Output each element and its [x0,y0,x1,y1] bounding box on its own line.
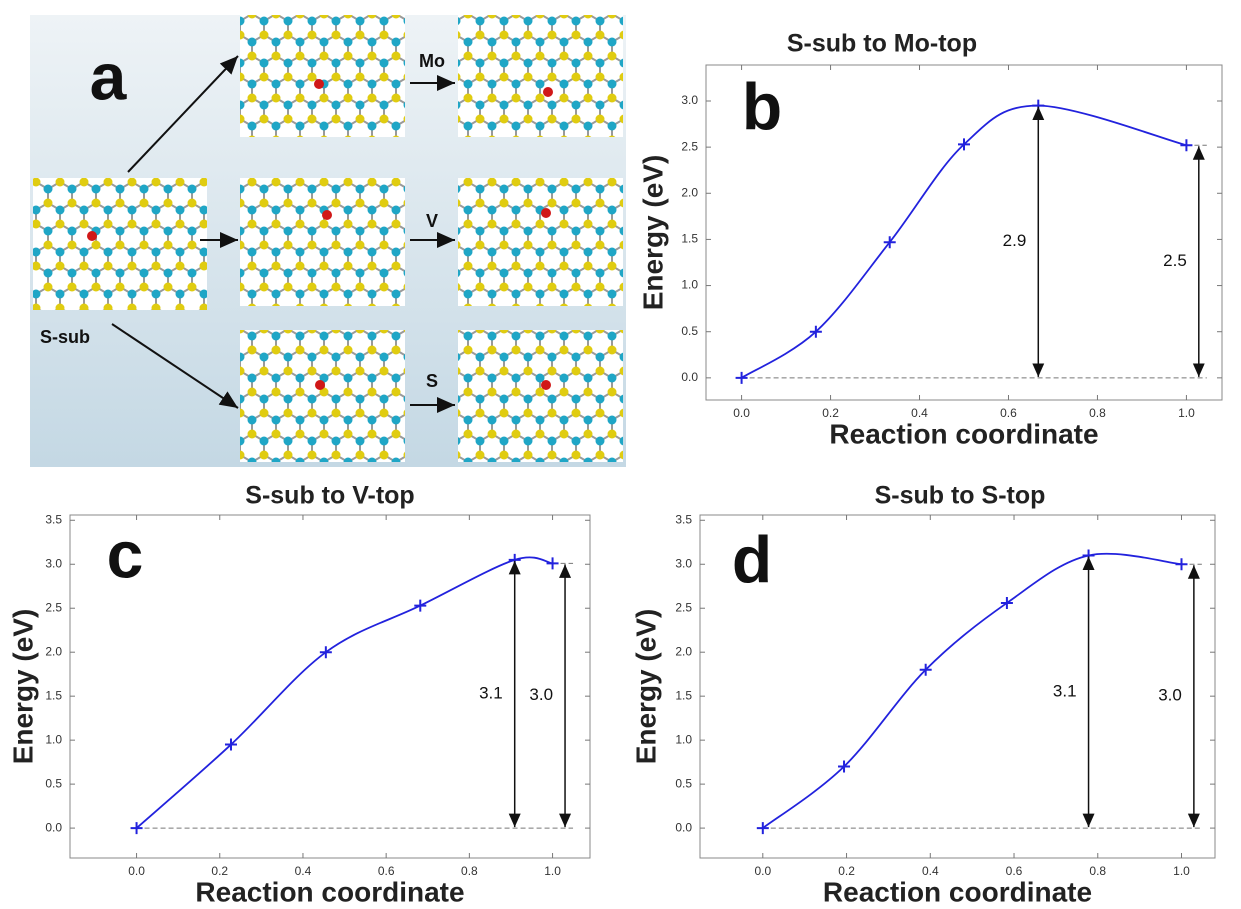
point-marker [546,557,559,570]
point-marker [224,738,237,751]
structure [240,178,405,306]
x-tick-label: 0.4 [922,864,939,878]
plot-frame [69,514,591,859]
chart-title: S-sub to V-top [245,482,414,510]
x-tick-label: 0.4 [911,406,928,420]
y-axis-label: Energy (eV) [7,609,38,765]
point-marker [919,663,932,676]
annotation: 3.0 [529,685,553,704]
point-marker [414,599,427,612]
y-tick-label: 1.5 [45,688,62,702]
x-tick-label: 0.8 [1089,864,1106,878]
dopant-atoms [87,79,553,390]
y-tick-label: 2.0 [45,644,62,658]
chart-title: S-sub to Mo-top [787,30,977,58]
point-marker [1175,558,1188,571]
y-tick-label: 0.5 [675,776,692,790]
y-axis-label: Energy (eV) [637,155,668,311]
plot-frame [699,514,1216,859]
x-tick-label: 0.4 [295,864,312,878]
point-marker [809,325,822,338]
y-tick-label: 1.0 [681,278,698,292]
y-tick-label: 2.5 [681,139,698,153]
y-tick-label: 1.5 [681,232,698,246]
x-tick-label: 0.6 [378,864,395,878]
chart-title: S-sub to S-top [875,482,1046,510]
panel-a: a S-sub Mo V S [30,15,626,467]
y-tick-label: 0.0 [45,820,62,834]
x-axis-label: Reaction coordinate [823,876,1092,907]
arrows [111,55,455,413]
point-marker [130,822,143,835]
y-tick-label: 0.0 [675,820,692,834]
panel-label: d [732,522,772,596]
point-marker [1180,139,1193,152]
y-tick-label: 2.5 [675,600,692,614]
point-marker [958,138,970,151]
point-marker [756,822,769,835]
x-tick-label: 0.8 [1089,406,1106,420]
y-axis-label: Energy (eV) [630,609,661,765]
route-label: V [426,211,438,231]
y-tick-label: 1.0 [45,732,62,746]
point-marker [319,646,332,659]
panel-label: a [90,39,128,113]
panel-label: b [742,69,782,143]
y-tick-label: 3.0 [675,556,692,570]
y-tick-label: 3.5 [45,512,62,526]
y-tick-label: 1.0 [675,732,692,746]
point-marker [735,371,748,384]
y-tick-label: 0.5 [45,776,62,790]
plot-frame [705,64,1223,401]
annotation: 3.1 [1053,681,1077,700]
y-tick-label: 1.5 [675,688,692,702]
x-tick-label: 0.0 [733,406,750,420]
x-tick-label: 0.6 [1000,406,1017,420]
structure [458,15,623,137]
point-marker [838,760,851,773]
x-tick-label: 0.6 [1006,864,1023,878]
structure [458,330,623,462]
x-tick-label: 1.0 [1173,864,1190,878]
start-label: S-sub [40,327,90,347]
y-tick-label: 0.5 [681,324,698,338]
panel-label: c [107,517,144,591]
x-tick-label: 0.2 [838,864,855,878]
x-tick-label: 1.0 [544,864,561,878]
annotation: 3.0 [1158,686,1182,705]
structure [240,330,405,462]
structure [33,178,207,310]
x-tick-label: 1.0 [1178,406,1195,420]
y-tick-label: 2.0 [675,644,692,658]
chart: 0.0 0.5 1.0 1.5 2.0 2.5 3.0 3.5 0.0 0.2 0.4 0.6 0.8 1… [630,482,1216,907]
x-axis-label: Reaction coordinate [195,876,464,907]
annotation: 2.9 [1003,231,1027,250]
energy-curve [762,552,1182,829]
y-tick-label: 3.0 [681,93,698,107]
structures [33,15,623,462]
y-tick-label: 2.5 [45,600,62,614]
point-marker [883,236,896,249]
point-marker [1000,596,1013,609]
x-tick-label: 0.8 [461,864,478,878]
y-tick-label: 3.5 [675,512,692,526]
route-label: S [426,371,438,391]
y-tick-label: 3.0 [45,556,62,570]
route-label: Mo [419,51,445,71]
y-tick-label: 2.0 [681,185,698,199]
annotation: 3.1 [479,683,503,702]
x-tick-label: 0.0 [754,864,771,878]
structure [240,15,405,137]
x-tick-label: 0.2 [211,864,228,878]
x-tick-label: 0.0 [128,864,145,878]
x-tick-label: 0.2 [822,406,839,420]
chart: 0.0 0.5 1.0 1.5 2.0 2.5 3.0 3.5 0.0 0.2 0.4 0.6 0.8 1… [7,482,591,907]
structure [458,178,623,306]
chart: 0.0 0.5 1.0 1.5 2.0 2.5 3.0 0.0 0.2 0.4 0.6 0.8 1.0 2… [637,30,1223,449]
y-tick-label: 0.0 [681,370,698,384]
annotation: 2.5 [1163,251,1187,270]
x-axis-label: Reaction coordinate [829,418,1098,449]
